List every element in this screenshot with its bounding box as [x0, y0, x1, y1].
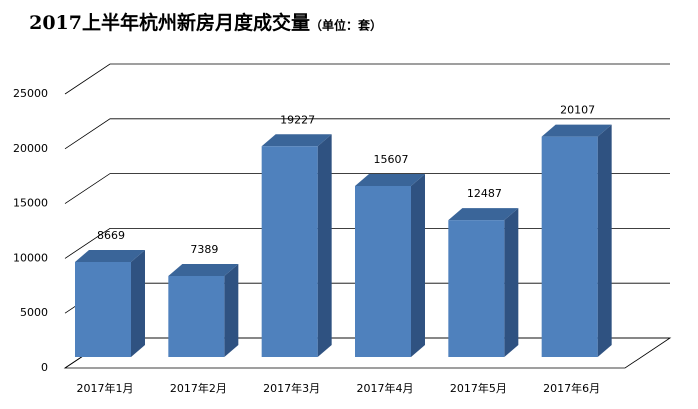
bar — [541, 124, 612, 357]
bar-top — [168, 264, 239, 277]
bar-front — [541, 136, 598, 357]
y-tick-label: 25000 — [13, 87, 48, 100]
bar-top — [355, 173, 425, 186]
data-label: 7389 — [190, 243, 218, 256]
bar-side — [224, 264, 239, 357]
y-tick-label: 5000 — [20, 306, 48, 319]
bar-side — [411, 173, 425, 357]
bar-side — [597, 124, 612, 357]
bar — [261, 134, 332, 357]
bar — [448, 208, 519, 357]
bar-side — [504, 208, 519, 357]
bar-top — [448, 208, 519, 221]
bar-front — [355, 185, 411, 357]
bar-side — [131, 249, 145, 357]
y-tick-label: 0 — [41, 361, 48, 374]
y-tick-label: 10000 — [13, 251, 48, 264]
x-tick-label: 2017年2月 — [170, 381, 227, 395]
bar — [75, 249, 145, 357]
data-label: 8669 — [97, 229, 125, 242]
chart-subtitle: （单位：套） — [310, 18, 382, 33]
y-tick-label: 20000 — [13, 142, 48, 155]
bar-top — [541, 124, 612, 137]
x-tick-label: 2017年1月 — [77, 381, 134, 395]
chart-title: 2017上半年杭州新房月度成交量 — [29, 11, 310, 34]
bar-top — [261, 134, 332, 147]
x-tick-label: 2017年4月 — [357, 381, 414, 395]
bar-side — [317, 134, 332, 357]
data-label: 12487 — [467, 187, 502, 200]
grid-line — [64, 173, 670, 204]
data-label: 15607 — [374, 153, 409, 166]
bar-front — [168, 276, 225, 357]
x-tick-label: 2017年6月 — [543, 381, 600, 395]
bar-front — [448, 220, 505, 357]
bar — [168, 264, 239, 357]
x-tick-label: 2017年3月 — [263, 381, 320, 395]
bar — [355, 173, 425, 357]
bar-front — [75, 261, 131, 357]
grid-line — [64, 63, 670, 95]
bar-top — [75, 249, 145, 262]
bar-front — [261, 146, 318, 357]
x-tick-label: 2017年5月 — [450, 381, 507, 395]
data-label: 19227 — [280, 113, 315, 126]
grid-line — [64, 118, 670, 150]
data-label: 20107 — [560, 104, 595, 117]
y-tick-label: 15000 — [13, 197, 48, 210]
